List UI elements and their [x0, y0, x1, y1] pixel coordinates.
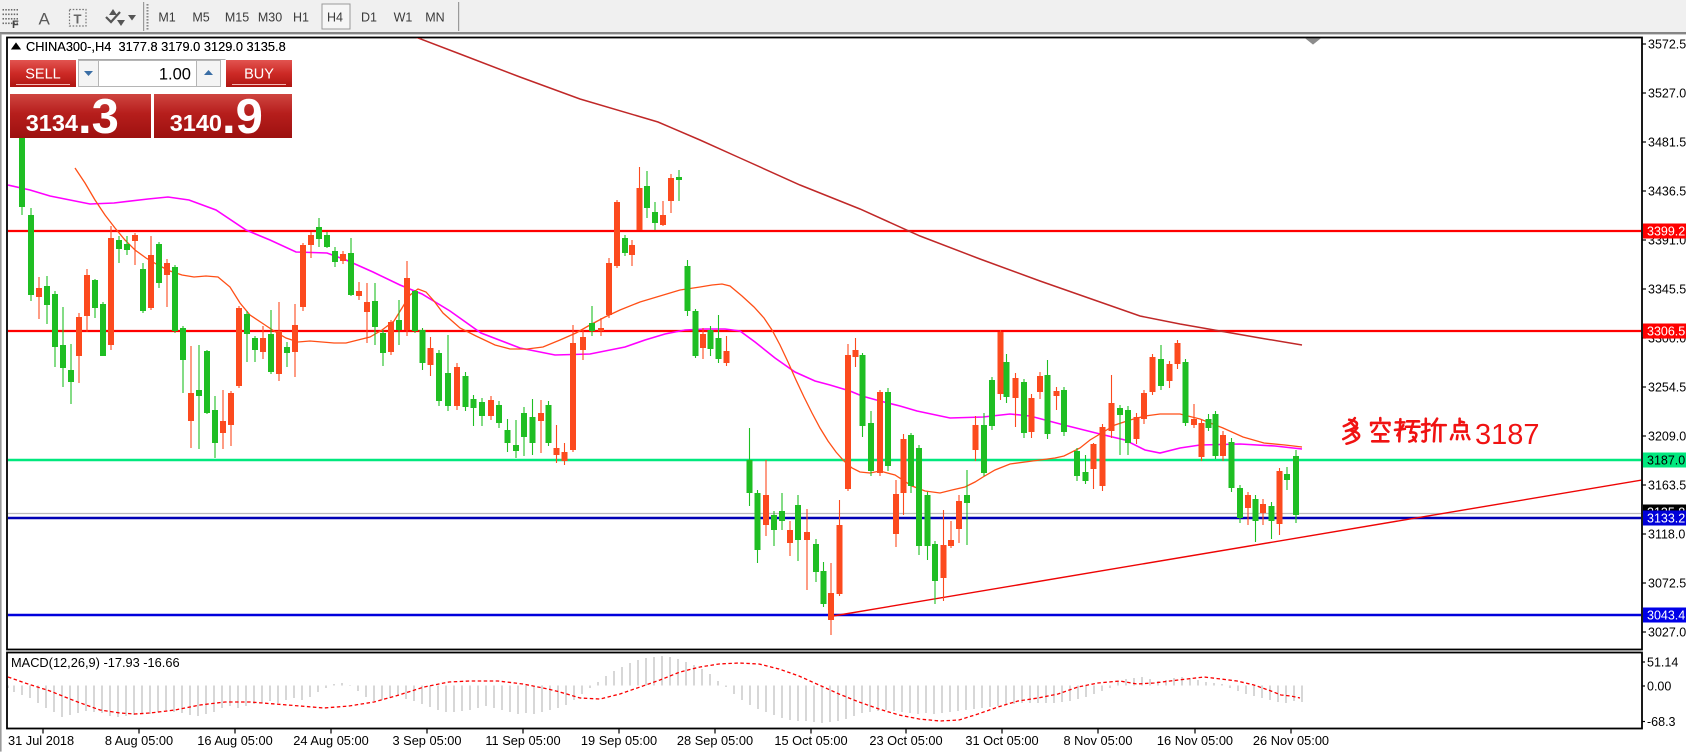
svg-text:CHINA300-,H4 3177.8 3179.0 31: CHINA300-,H4 3177.8 3179.0 3129.0 3135.8: [26, 39, 286, 54]
svg-text:26 Nov 05:00: 26 Nov 05:00: [1253, 733, 1329, 748]
svg-text:F: F: [12, 19, 19, 31]
svg-text:1.00: 1.00: [159, 66, 191, 84]
svg-text:.9: .9: [222, 90, 263, 144]
svg-text:BUY: BUY: [244, 67, 274, 83]
svg-text:MACD(12,26,9) -17.93 -16.66: MACD(12,26,9) -17.93 -16.66: [11, 655, 180, 670]
svg-text:3527.0: 3527.0: [1648, 87, 1686, 101]
svg-text:H1: H1: [293, 11, 309, 25]
svg-text:3 Sep 05:00: 3 Sep 05:00: [392, 733, 461, 748]
svg-text:M30: M30: [258, 11, 282, 25]
svg-text:8 Nov 05:00: 8 Nov 05:00: [1063, 733, 1132, 748]
svg-text:3254.5: 3254.5: [1648, 381, 1686, 395]
svg-text:23 Oct 05:00: 23 Oct 05:00: [869, 733, 942, 748]
svg-text:A: A: [39, 10, 51, 29]
svg-text:3027.0: 3027.0: [1648, 626, 1686, 640]
svg-text:11 Sep 05:00: 11 Sep 05:00: [485, 733, 560, 748]
svg-text:M15: M15: [225, 11, 249, 25]
svg-text:MN: MN: [425, 11, 444, 25]
svg-text:3118.0: 3118.0: [1648, 528, 1685, 542]
svg-text:3209.0: 3209.0: [1648, 430, 1686, 444]
svg-text:16 Aug 05:00: 16 Aug 05:00: [197, 733, 272, 748]
svg-text:H4: H4: [327, 11, 343, 25]
svg-text:24 Aug 05:00: 24 Aug 05:00: [293, 733, 368, 748]
svg-text:19 Sep 05:00: 19 Sep 05:00: [581, 733, 657, 748]
svg-text:31 Oct 05:00: 31 Oct 05:00: [965, 733, 1038, 748]
svg-text:3481.5: 3481.5: [1648, 136, 1686, 150]
svg-text:SELL: SELL: [25, 67, 60, 83]
svg-text:16 Nov 05:00: 16 Nov 05:00: [1157, 733, 1233, 748]
svg-text:3043.4: 3043.4: [1647, 609, 1685, 623]
svg-text:31 Jul 2018: 31 Jul 2018: [8, 733, 74, 748]
svg-text:W1: W1: [394, 11, 413, 25]
svg-text:15 Oct 05:00: 15 Oct 05:00: [774, 733, 847, 748]
svg-text:3072.5: 3072.5: [1648, 577, 1686, 591]
svg-text:3163.5: 3163.5: [1648, 479, 1686, 493]
svg-text:51.14: 51.14: [1647, 656, 1678, 670]
svg-text:3140: 3140: [170, 110, 222, 136]
svg-text:T: T: [74, 12, 82, 27]
svg-text:3436.5: 3436.5: [1648, 185, 1686, 199]
svg-text:28 Sep 05:00: 28 Sep 05:00: [677, 733, 753, 748]
svg-text:3187: 3187: [1475, 419, 1540, 451]
svg-text:3134: 3134: [26, 110, 78, 136]
svg-text:3306.5: 3306.5: [1647, 325, 1685, 339]
svg-text:3133.2: 3133.2: [1647, 512, 1685, 526]
svg-text:CHINA300-,H4 3177.8 3179.0 31: CHINA300-,H4 3177.8 3179.0 3129.0 3135.8: [26, 39, 286, 54]
svg-text:3187.0: 3187.0: [1647, 454, 1685, 468]
svg-text:-68.3: -68.3: [1647, 715, 1676, 729]
svg-text:D1: D1: [361, 11, 377, 25]
svg-text:3399.2: 3399.2: [1647, 225, 1685, 239]
svg-text:0.00: 0.00: [1647, 680, 1671, 694]
svg-text:3572.5: 3572.5: [1648, 38, 1686, 52]
svg-text:3345.5: 3345.5: [1648, 283, 1686, 297]
svg-text:8 Aug 05:00: 8 Aug 05:00: [105, 733, 173, 748]
svg-text:M1: M1: [158, 11, 175, 25]
svg-text:M5: M5: [192, 11, 209, 25]
svg-text:.3: .3: [78, 90, 119, 144]
